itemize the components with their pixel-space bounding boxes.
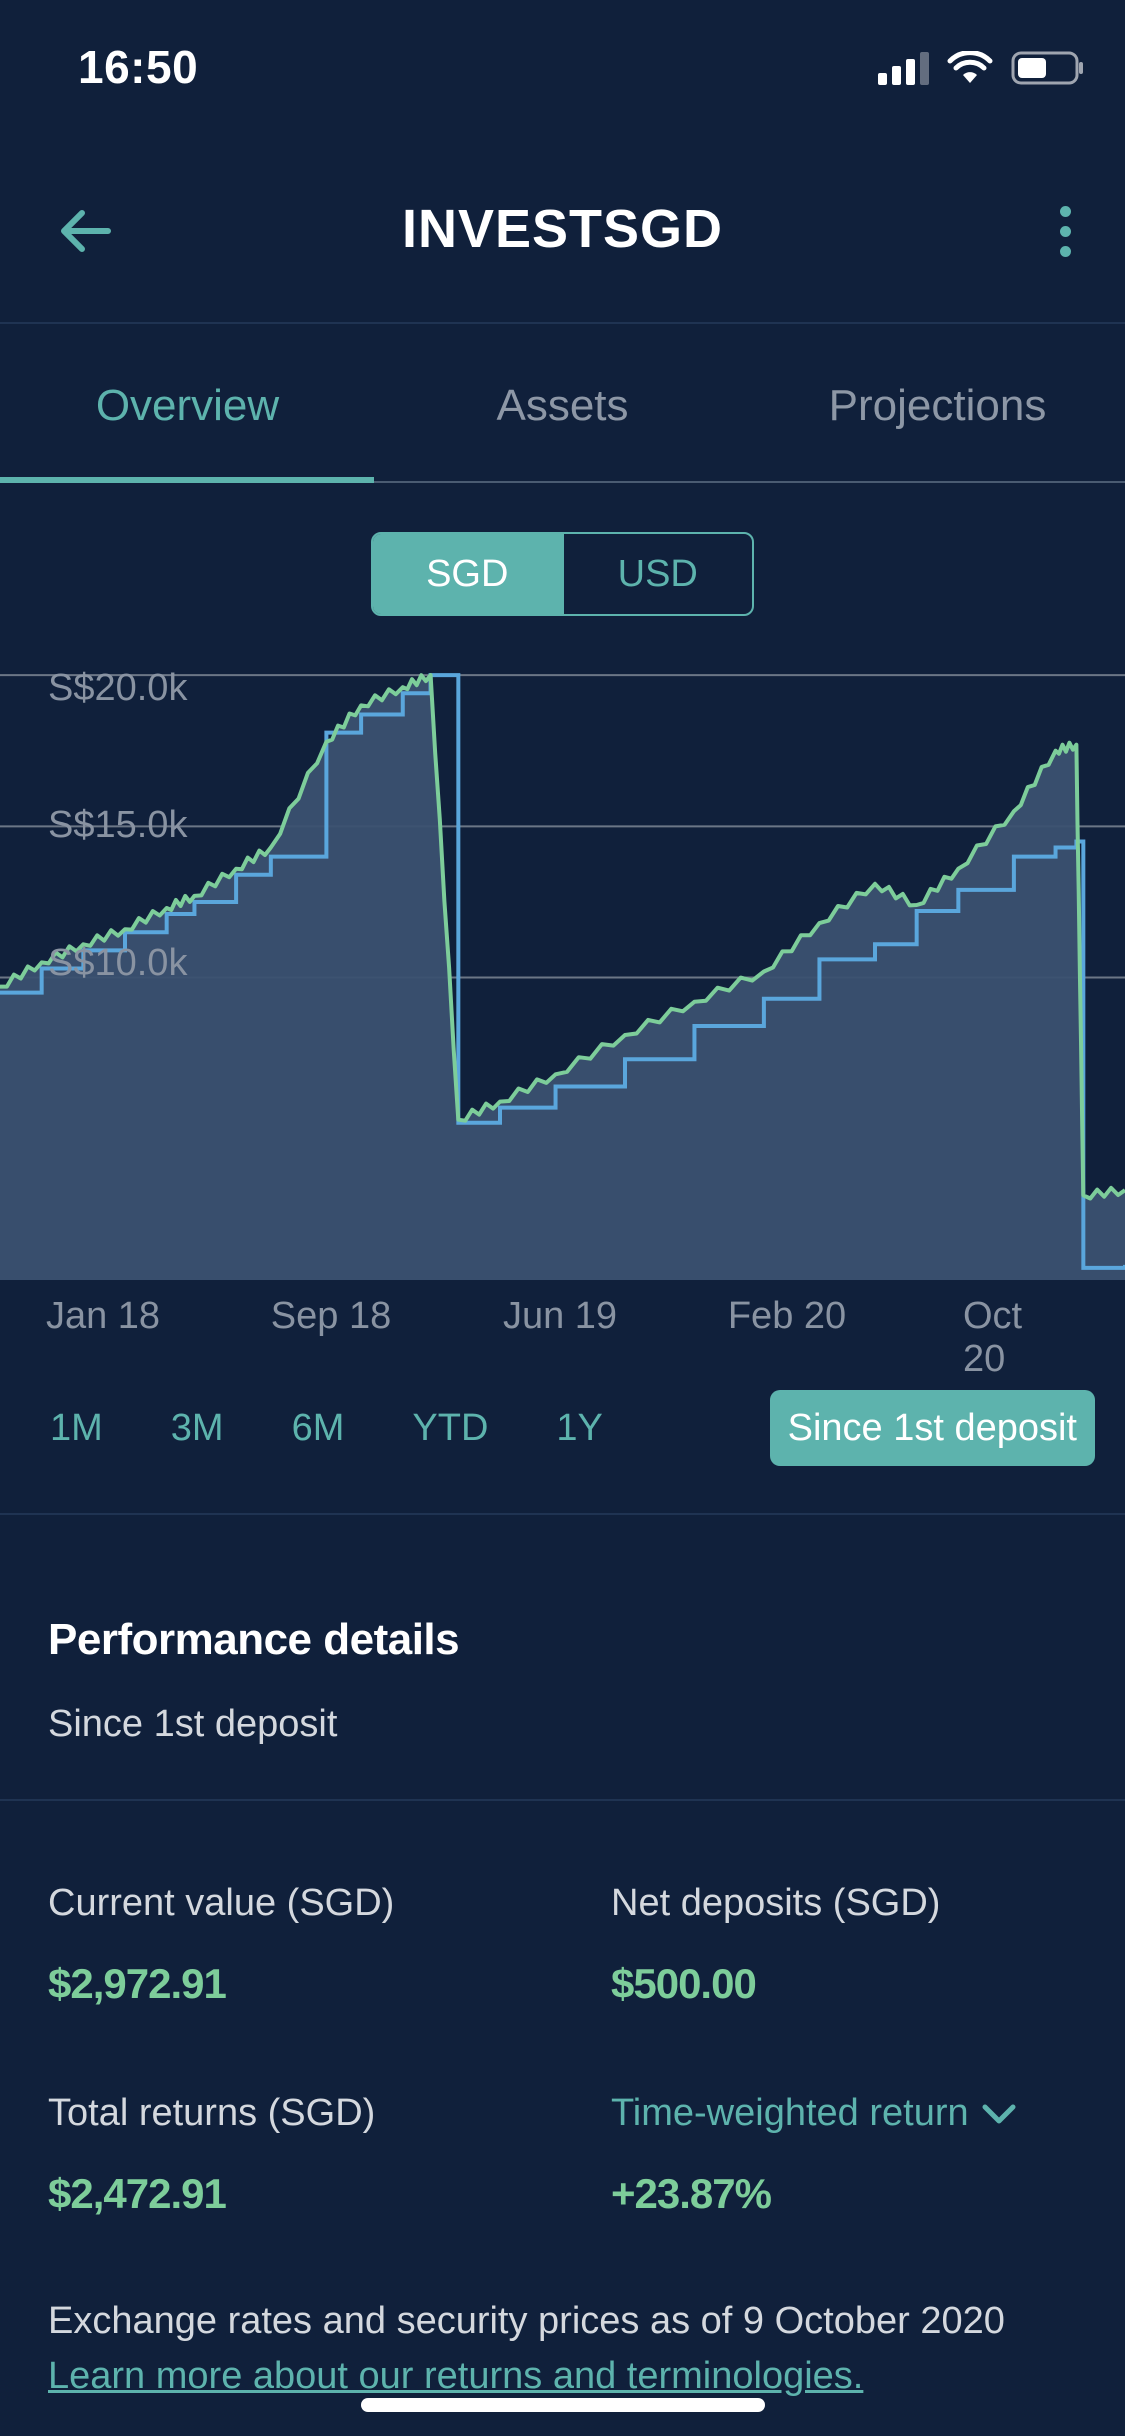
status-icons [878,50,1085,86]
current-value-label: Current value (SGD) [48,1882,395,1924]
active-tab-indicator [0,477,374,483]
page-title: INVESTSGD [401,199,724,259]
section-divider [0,1799,1125,1801]
total-returns-value: $2,472.91 [48,2170,227,2217]
learn-more-link[interactable]: Learn more about our returns and termino… [48,2355,864,2397]
tab-assets[interactable]: Assets [496,381,629,430]
return-type-label: Time-weighted return [611,2092,969,2134]
x-tick-label: Feb 20 [727,1295,847,1337]
x-axis-labels: Jan 18 Sep 18 Jun 19 Feb 20 Oct 20 [0,1295,1125,1380]
period-3m-button[interactable]: 3M [170,1406,224,1449]
signal-icon [878,51,929,85]
currency-toggle: SGD USD [371,532,754,616]
period-1m-button[interactable]: 1M [50,1406,103,1449]
chevron-down-icon [982,2104,1016,2123]
value-area [0,675,1125,1280]
performance-subtitle: Since 1st deposit [48,1703,338,1745]
nav-header: INVESTSGD [0,170,1125,290]
arrow-left-icon [61,210,111,252]
net-deposits-line [0,673,1125,1270]
header-divider [0,322,1125,324]
battery-icon [1011,51,1083,85]
currency-usd-button[interactable]: USD [561,534,753,614]
return-type-dropdown[interactable]: Time-weighted return [611,2092,1017,2135]
y-tick-label: S$10.0k [48,942,188,984]
section-divider [0,1513,1125,1515]
more-vertical-icon [1059,205,1071,217]
net-deposits-label: Net deposits (SGD) [611,1882,941,1924]
wifi-icon [947,51,993,83]
portfolio-value-line [0,673,1125,1201]
y-tick-label: S$20.0k [48,667,188,709]
prices-as-of-note: Exchange rates and security prices as of… [48,2300,1005,2342]
tab-overview[interactable]: Overview [95,381,280,430]
performance-title: Performance details [48,1615,460,1664]
period-ytd-button[interactable]: YTD [412,1406,489,1449]
time-weighted-return-value: +23.87% [611,2170,772,2217]
period-since-first-deposit-button[interactable]: Since 1st deposit [769,1390,1095,1466]
more-options-button[interactable] [1045,196,1085,266]
x-tick-label: Oct 20 [963,1295,1023,1380]
period-6m-button[interactable]: 6M [291,1406,345,1449]
status-bar: 16:50 [0,0,1125,140]
x-tick-label: Jan 18 [45,1295,161,1337]
current-value: $2,972.91 [48,1960,227,2007]
total-returns-label: Total returns (SGD) [48,2092,376,2134]
home-indicator [361,2398,765,2412]
back-button[interactable] [50,196,120,266]
y-tick-label: S$15.0k [48,804,188,846]
x-tick-label: Jun 19 [502,1295,618,1337]
currency-sgd-button[interactable]: SGD [373,534,562,614]
x-tick-label: Sep 18 [270,1295,392,1337]
performance-chart[interactable] [0,650,1125,1280]
tab-bar: Overview Assets Projections [0,326,1125,486]
tab-projections[interactable]: Projections [828,381,1047,430]
status-time: 16:50 [78,41,199,93]
period-selector: 1M 3M 6M YTD 1Y Since 1st deposit [30,1388,1095,1468]
period-1y-button[interactable]: 1Y [556,1406,603,1449]
tab-bar-line [0,481,1125,483]
net-deposits-value: $500.00 [611,1960,757,2007]
